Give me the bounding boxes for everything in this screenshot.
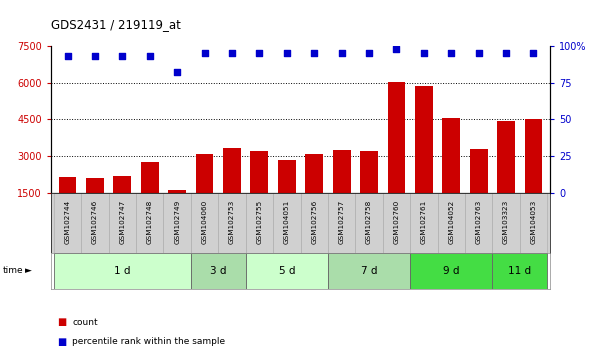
Text: 3 d: 3 d: [210, 266, 227, 276]
Text: GSM104051: GSM104051: [284, 200, 290, 244]
Bar: [218, 193, 246, 253]
Text: ■: ■: [57, 317, 66, 327]
Bar: [86, 177, 104, 230]
Bar: [410, 253, 492, 289]
Bar: [333, 150, 350, 230]
Text: 5 d: 5 d: [278, 266, 295, 276]
Bar: [278, 160, 296, 230]
Text: GSM102746: GSM102746: [92, 200, 98, 244]
Point: [118, 53, 127, 59]
Text: GSM102755: GSM102755: [257, 200, 263, 244]
Point: [63, 53, 72, 59]
Point: [145, 53, 154, 59]
Text: GSM102753: GSM102753: [229, 200, 235, 244]
Bar: [438, 193, 465, 253]
Point: [419, 51, 429, 56]
Bar: [114, 176, 131, 230]
Bar: [223, 148, 241, 230]
Bar: [191, 253, 246, 289]
Bar: [305, 154, 323, 230]
Bar: [251, 151, 268, 230]
Text: GSM104052: GSM104052: [448, 200, 454, 244]
Bar: [355, 193, 383, 253]
Text: ■: ■: [57, 337, 66, 347]
Bar: [497, 121, 515, 230]
Text: 7 d: 7 d: [361, 266, 377, 276]
Bar: [492, 193, 520, 253]
Bar: [383, 193, 410, 253]
Bar: [54, 193, 81, 253]
Text: GSM102749: GSM102749: [174, 200, 180, 244]
Text: GSM104060: GSM104060: [201, 200, 207, 244]
Bar: [465, 193, 492, 253]
Point: [255, 51, 264, 56]
Point: [529, 51, 538, 56]
Point: [282, 51, 291, 56]
Point: [90, 53, 100, 59]
Text: GSM102748: GSM102748: [147, 200, 153, 244]
Point: [337, 51, 346, 56]
Bar: [141, 162, 159, 230]
Text: GSM102747: GSM102747: [120, 200, 126, 244]
Bar: [196, 154, 213, 230]
Text: GSM102763: GSM102763: [475, 200, 481, 244]
Point: [310, 51, 319, 56]
Bar: [525, 120, 542, 230]
Point: [501, 51, 511, 56]
Bar: [328, 253, 410, 289]
Text: GSM102744: GSM102744: [64, 200, 70, 244]
Bar: [59, 177, 76, 230]
Point: [227, 51, 237, 56]
Text: GSM104053: GSM104053: [531, 200, 537, 244]
Bar: [442, 118, 460, 230]
Bar: [410, 193, 438, 253]
Bar: [54, 253, 191, 289]
Text: percentile rank within the sample: percentile rank within the sample: [72, 337, 225, 346]
Point: [474, 51, 483, 56]
Bar: [415, 86, 433, 230]
Text: count: count: [72, 318, 98, 327]
Text: ►: ►: [25, 266, 32, 275]
Bar: [300, 193, 328, 253]
Text: GSM102758: GSM102758: [366, 200, 372, 244]
Text: GSM103323: GSM103323: [503, 200, 509, 244]
Point: [447, 51, 456, 56]
Text: GSM102757: GSM102757: [338, 200, 344, 244]
Text: GSM102760: GSM102760: [394, 200, 400, 244]
Text: GSM102756: GSM102756: [311, 200, 317, 244]
Bar: [246, 253, 328, 289]
Text: GDS2431 / 219119_at: GDS2431 / 219119_at: [51, 18, 181, 31]
Text: 11 d: 11 d: [508, 266, 531, 276]
Point: [200, 51, 209, 56]
Bar: [360, 151, 378, 230]
Text: 1 d: 1 d: [114, 266, 130, 276]
Text: GSM102761: GSM102761: [421, 200, 427, 244]
Bar: [520, 193, 547, 253]
Bar: [168, 190, 186, 230]
Bar: [492, 253, 547, 289]
Point: [172, 70, 182, 75]
Bar: [246, 193, 273, 253]
Point: [392, 46, 401, 52]
Bar: [109, 193, 136, 253]
Text: 9 d: 9 d: [443, 266, 460, 276]
Bar: [136, 193, 163, 253]
Bar: [328, 193, 355, 253]
Text: time: time: [3, 266, 23, 275]
Bar: [388, 81, 405, 230]
Bar: [81, 193, 109, 253]
Bar: [163, 193, 191, 253]
Point: [364, 51, 374, 56]
Bar: [470, 149, 487, 230]
Bar: [273, 193, 300, 253]
Bar: [191, 193, 218, 253]
